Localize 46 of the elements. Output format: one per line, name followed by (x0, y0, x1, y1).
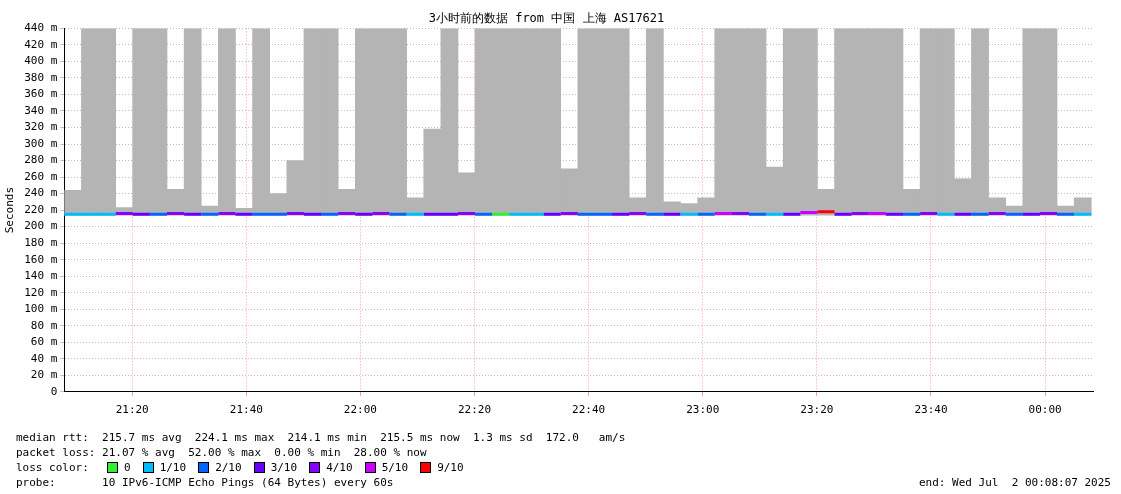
y-tick-label: 40 m (30, 351, 58, 365)
x-tick-label: 00:00 (1028, 403, 1062, 417)
text: end: Wed Jul 2 00:08:07 2025 (918, 475, 1111, 490)
y-tick-label: 360 m (24, 87, 58, 101)
chart-title: 3小时前的数据 from 中国 上海 AS17621 (428, 11, 665, 26)
y-tick-label: 100 m (24, 302, 58, 316)
y-tick-label: 200 m (24, 219, 58, 233)
legend-label: 9/10 (437, 460, 464, 475)
x-tick-label: 22:20 (457, 403, 492, 417)
legend-label: 1/10 (159, 460, 187, 475)
legend-label: 4/10 (326, 460, 353, 475)
y-tick-label: 120 m (24, 285, 58, 299)
legend-label: 2/10 (215, 460, 242, 475)
text: median rtt: 215.7 ms avg 224.1 ms max 214.1 ms min 215.5 ms now 1.3 ms sd 172.0 am/s (16, 430, 627, 445)
y-tick-label: 60 m (30, 335, 58, 349)
legend-label: 0 (124, 460, 131, 475)
y-tick-label: 300 m (24, 136, 58, 150)
y-tick-label: 340 m (24, 103, 58, 117)
y-tick-label: 440 m (24, 21, 58, 35)
legend-title: loss color: (16, 460, 90, 475)
y-tick-label: 240 m (24, 186, 58, 200)
x-tick-label: 21:40 (229, 403, 263, 417)
y-tick-label: 260 m (24, 169, 58, 183)
x-tick-label: 23:20 (800, 403, 834, 417)
y-tick-label: 140 m (24, 269, 58, 283)
y-tick-label: 0 (50, 384, 58, 398)
text: probe: 10 IPv6-ICMP Echo Pings (64 Bytes) every 60s (16, 476, 394, 489)
x-tick-label: 23:40 (914, 403, 948, 417)
legend-label: 5/10 (381, 460, 409, 475)
x-tick-label: 22:00 (343, 403, 377, 417)
x-tick-label: 22:40 (572, 403, 606, 417)
y-tick-label: 320 m (24, 120, 58, 134)
y-axis-title: Seconds (3, 186, 17, 234)
y-tick-label: 180 m (24, 236, 58, 249)
y-tick-label: 80 m (30, 318, 58, 332)
y-tick-label: 380 m (24, 70, 58, 84)
y-tick-label: 20 m (30, 368, 58, 382)
y-tick-label: 420 m (24, 37, 58, 51)
y-tick-label: 400 m (24, 54, 58, 68)
y-tick-label: 280 m (24, 153, 58, 167)
text: packet loss: 21.07 % avg 52.00 % max 0.00 % min 28.00 % now (16, 445, 428, 460)
y-tick-label: 220 m (24, 202, 58, 216)
x-tick-label: 23:00 (686, 403, 720, 417)
y-tick-label: 160 m (24, 252, 58, 266)
x-tick-label: 21:20 (115, 403, 149, 417)
legend-label: 3/10 (270, 460, 298, 475)
